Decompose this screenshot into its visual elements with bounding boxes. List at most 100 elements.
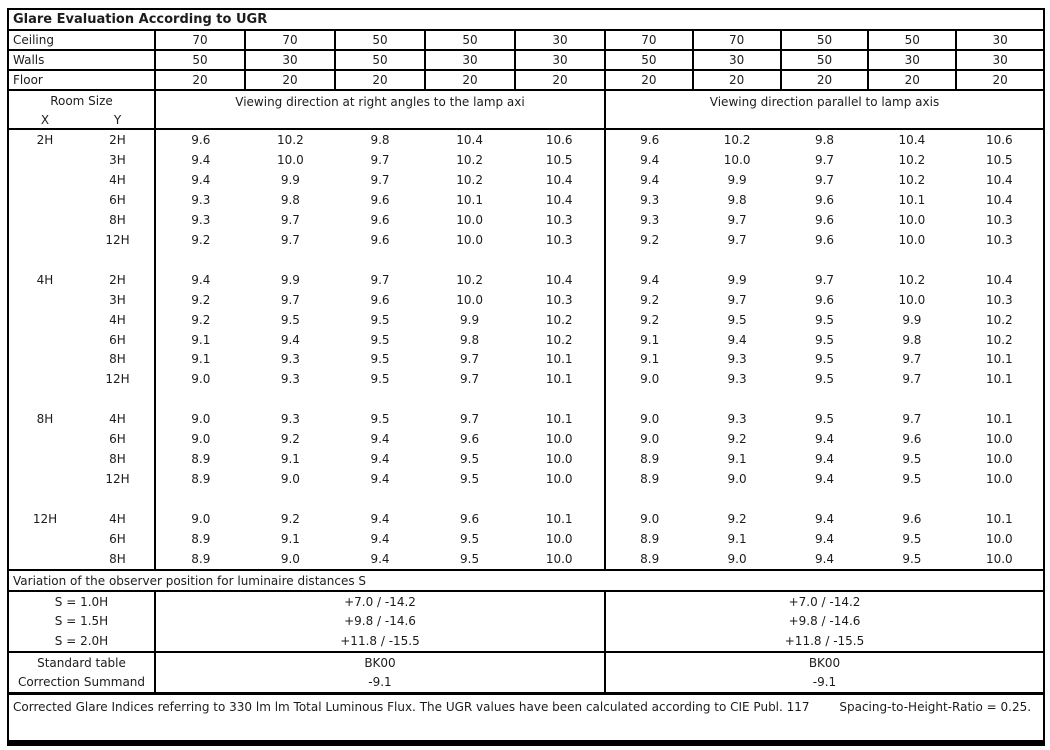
ugr-value: 10.0 xyxy=(898,212,926,227)
ugr-value xyxy=(425,389,515,409)
surface-label: Floor xyxy=(13,73,43,87)
parallel-values: 9.3 9.7 9.6 10.0 10.3 xyxy=(604,209,1043,230)
ugr-value: 10.0 xyxy=(898,292,926,307)
summary-row-right-angle-value: BK00 xyxy=(154,653,604,673)
parallel-values: 9.0 9.3 9.5 9.7 10.1 xyxy=(604,369,1043,390)
ugr-value: 9.6 xyxy=(460,512,480,527)
ugr-value: 8.9 xyxy=(640,552,660,567)
ugr-row xyxy=(9,489,1043,510)
ugr-value: 10.4 xyxy=(545,192,573,207)
ugr-value: 9.1 xyxy=(280,452,300,467)
right-angle-values: 9.4 10.0 9.7 10.2 10.5 xyxy=(154,149,604,170)
ugr-row xyxy=(9,389,1043,410)
ugr-value: 9.4 xyxy=(191,272,211,287)
ugr-value: 9.7 xyxy=(280,212,300,227)
room-y-value: 6H xyxy=(109,332,126,347)
ugr-value: 9.2 xyxy=(280,432,300,447)
ugr-value: 10.2 xyxy=(985,312,1013,327)
ugr-value xyxy=(956,250,1043,270)
ugr-value: 9.3 xyxy=(280,352,300,367)
ugr-value: 9.9 xyxy=(280,272,300,287)
ugr-value: 9.7 xyxy=(727,292,747,307)
ugr-value: 9.1 xyxy=(727,452,747,467)
room-x-value xyxy=(9,529,81,549)
y-axis-label: Y xyxy=(113,112,122,127)
observer-variation-block: S = 1.0H +7.0 / -14.2 +7.0 / -14.2 S = 1.5H… xyxy=(9,592,1043,651)
ugr-row: 8H 4H 9.0 9.3 9.5 9.7 10.1 9.0 9.3 9.5 9.7 10.1 xyxy=(9,409,1043,430)
ugr-value: 9.7 xyxy=(727,212,747,227)
ugr-value: 8.9 xyxy=(191,552,211,567)
ugr-row: 8H 8.9 9.0 9.4 9.5 10.0 8.9 9.0 9.4 9.5 10.0 xyxy=(9,549,1043,569)
room-x-value xyxy=(9,489,81,509)
ugr-value: 9.0 xyxy=(191,432,211,447)
ugr-value xyxy=(335,489,425,509)
room-x-value: 4H xyxy=(36,272,54,287)
room-x-value xyxy=(9,310,81,330)
ugr-value: 9.4 xyxy=(191,152,211,167)
ugr-value: 9.6 xyxy=(640,132,660,147)
ugr-value: 9.7 xyxy=(902,352,922,367)
surface-value: 30 xyxy=(244,51,334,69)
ugr-row: 12H 9.2 9.7 9.6 10.0 10.3 9.2 9.7 9.6 10.0 10.3 xyxy=(9,229,1043,250)
parallel-values: 9.3 9.8 9.6 10.1 10.4 xyxy=(604,189,1043,210)
ugr-value: 10.2 xyxy=(898,172,926,187)
room-x-value xyxy=(9,230,81,250)
ugr-value: 9.6 xyxy=(370,292,390,307)
ugr-value: 10.6 xyxy=(985,132,1013,147)
room-y-value: 6H xyxy=(109,192,126,207)
summary-row-label: Standard table xyxy=(37,655,126,670)
room-y-value: 12H xyxy=(105,372,130,387)
observer-variation-row-right-angle-value: +7.0 / -14.2 xyxy=(154,592,604,612)
ugr-value xyxy=(246,489,336,509)
ugr-value: 9.6 xyxy=(191,132,211,147)
ugr-value: 10.0 xyxy=(545,452,573,467)
surface-value: 50 xyxy=(604,51,692,69)
surface-value: 70 xyxy=(244,31,334,49)
ugr-value: 10.0 xyxy=(545,532,573,547)
surface-value: 70 xyxy=(604,31,692,49)
ugr-row: 4H 9.4 9.9 9.7 10.2 10.4 9.4 9.9 9.7 10.2 10.4 xyxy=(9,169,1043,190)
parallel-values xyxy=(604,489,1043,510)
ugr-value: 10.3 xyxy=(985,292,1013,307)
ugr-value: 9.5 xyxy=(814,372,835,387)
surface-value: 20 xyxy=(604,71,692,89)
ugr-value: 8.9 xyxy=(640,532,660,547)
room-y-value: 8H xyxy=(109,452,126,467)
ugr-value xyxy=(156,389,246,409)
ugr-value: 10.1 xyxy=(456,192,483,207)
right-angle-values: 9.3 9.8 9.6 10.1 10.4 xyxy=(154,189,604,210)
ugr-value: 9.1 xyxy=(640,352,660,367)
parallel-values: 9.4 10.0 9.7 10.2 10.5 xyxy=(604,149,1043,170)
ugr-value: 9.3 xyxy=(640,192,660,207)
ugr-value xyxy=(781,489,868,509)
surface-value: 30 xyxy=(514,31,604,49)
ugr-value xyxy=(956,489,1043,509)
parallel-values xyxy=(604,389,1043,410)
ugr-value: 10.2 xyxy=(456,172,483,187)
surface-value: 50 xyxy=(779,51,868,69)
room-y-value: 8H xyxy=(109,552,126,567)
ugr-value: 9.9 xyxy=(460,312,480,327)
ugr-value: 10.4 xyxy=(985,172,1013,187)
surface-value: 30 xyxy=(514,51,604,69)
right-angle-values xyxy=(154,249,604,270)
ugr-value: 8.9 xyxy=(640,472,660,487)
ugr-row: 6H 9.0 9.2 9.4 9.6 10.0 9.0 9.2 9.4 9.6 10.0 xyxy=(9,429,1043,450)
right-angle-values: 9.0 9.2 9.4 9.6 10.1 xyxy=(154,509,604,530)
surface-value: 70 xyxy=(154,31,244,49)
ugr-value: 9.7 xyxy=(902,412,922,427)
ugr-value: 10.3 xyxy=(985,232,1013,247)
ugr-value: 9.2 xyxy=(191,312,211,327)
ugr-value: 9.4 xyxy=(370,512,390,527)
ugr-value xyxy=(606,250,693,270)
ugr-value xyxy=(868,250,955,270)
right-angle-values: 9.6 10.2 9.8 10.4 10.6 xyxy=(154,130,604,150)
room-y-value: 2H xyxy=(109,272,126,287)
ugr-value: 10.2 xyxy=(456,272,483,287)
ugr-value: 9.0 xyxy=(640,432,660,447)
ugr-value: 10.2 xyxy=(723,132,751,147)
ugr-value: 8.9 xyxy=(191,452,211,467)
room-size-label: Room Size xyxy=(50,94,113,108)
room-x-value: 2H xyxy=(36,132,54,147)
ugr-value: 9.4 xyxy=(370,552,390,567)
